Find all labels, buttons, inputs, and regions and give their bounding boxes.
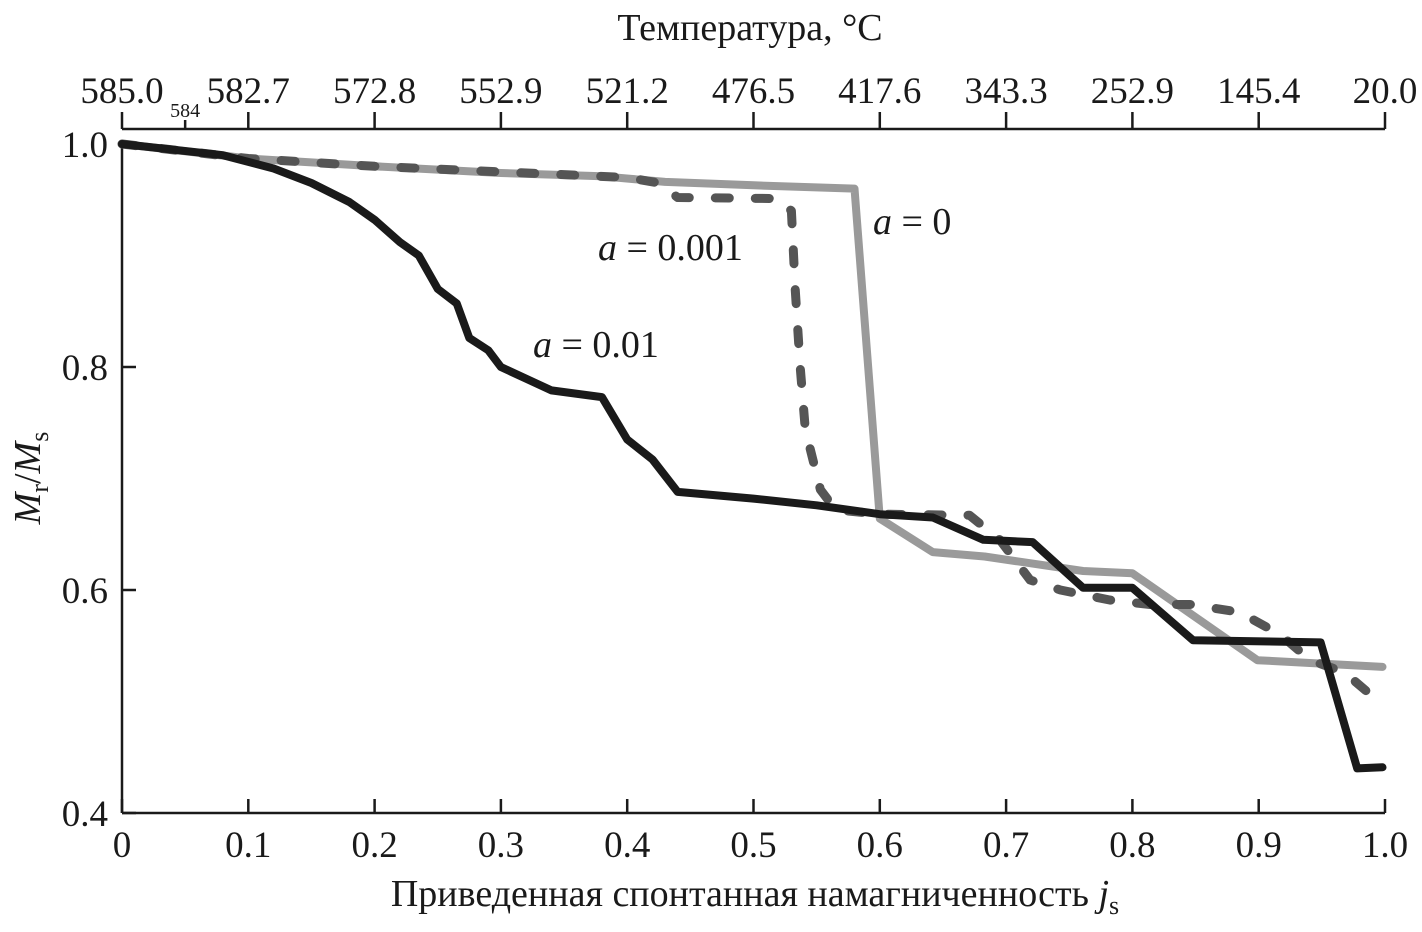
x-tick-label: 0.8 xyxy=(1109,825,1155,866)
series-label-a0001: a = 0.001 xyxy=(598,227,743,269)
top-tick-label: 585.0 xyxy=(80,71,163,112)
y-tick-label: 0.6 xyxy=(62,571,108,612)
x-tick-label: 0.1 xyxy=(225,825,271,866)
series-lines xyxy=(117,139,1387,773)
y-axis-label: Mr/Ms xyxy=(7,432,54,526)
x-tick-label: 1.0 xyxy=(1362,825,1408,866)
top-tick-label: 252.9 xyxy=(1091,71,1174,112)
x-tick-label: 0 xyxy=(113,825,132,866)
x-tick-label: 0.7 xyxy=(983,825,1029,866)
x-tick-label: 0.6 xyxy=(857,825,903,866)
top-tick-label: 552.9 xyxy=(459,71,542,112)
top-tick-label: 572.8 xyxy=(333,71,416,112)
top-tick-label: 20.0 xyxy=(1353,71,1418,112)
x-tick-label: 0.9 xyxy=(1236,825,1282,866)
x-tick-label: 0.4 xyxy=(604,825,650,866)
x-tick-label: 0.3 xyxy=(478,825,524,866)
x-tick-label: 0.5 xyxy=(730,825,776,866)
y-tick-label: 0.8 xyxy=(62,348,108,389)
top-minor-tick-label: 584 xyxy=(170,100,200,122)
top-tick-label: 343.3 xyxy=(964,71,1047,112)
axes: 0 0.1 0.2 0.3 0.4 0.5 0.6 0.7 0.8 0.9 1.0 585.0 582.… xyxy=(62,71,1418,866)
x-tick-label: 0.2 xyxy=(351,825,397,866)
top-tick-label: 582.7 xyxy=(207,71,290,112)
y-tick-label: 1.0 xyxy=(62,125,108,166)
series-line-0 xyxy=(118,140,1387,671)
series-line-2 xyxy=(118,140,1387,773)
top-tick-label: 476.5 xyxy=(712,71,795,112)
series-label-a0: a = 0 xyxy=(873,201,951,243)
series-line-1 xyxy=(117,139,1387,710)
top-tick-label: 145.4 xyxy=(1217,71,1300,112)
top-tick-label: 521.2 xyxy=(586,71,669,112)
top-axis-title: Температура, °C xyxy=(617,7,882,49)
top-tick-label: 417.6 xyxy=(838,71,921,112)
y-tick-label: 0.4 xyxy=(62,794,108,835)
x-axis-label: Приведенная спонтанная намагниченность j… xyxy=(391,873,1119,920)
series-label-a001: a = 0.01 xyxy=(533,324,659,366)
